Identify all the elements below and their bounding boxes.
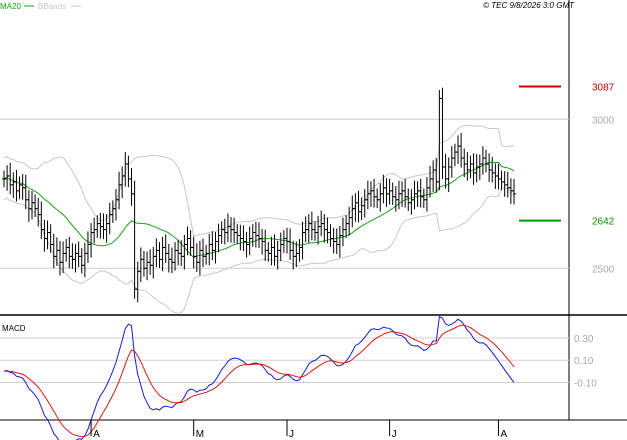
price-axis-ticks: 3000 2500 — [592, 115, 615, 275]
price-bars — [2, 87, 516, 303]
macd-axis-ticks: 0.30 0.10 -0.10 — [574, 334, 597, 389]
month-label: M — [196, 429, 204, 440]
bollinger-bands — [3, 124, 515, 314]
macd-title: MACD — [2, 324, 26, 333]
price-level-label: 2642 — [592, 217, 615, 228]
price-level-label: 3087 — [592, 83, 615, 94]
macd-tick-label: 0.30 — [574, 334, 594, 345]
legend-ma20: MA20 — [0, 2, 21, 11]
macd-gridlines — [0, 337, 569, 383]
price-levels: 3087 2642 — [519, 83, 615, 228]
month-label: J — [289, 429, 294, 440]
macd-lines — [3, 315, 515, 440]
price-gridlines — [0, 118, 569, 269]
month-label: J — [392, 429, 397, 440]
macd-tick-label: -0.10 — [574, 378, 597, 389]
price-tick-label: 3000 — [592, 115, 615, 126]
price-bar — [512, 178, 516, 205]
legend-bbands: BBands — [38, 2, 66, 11]
month-label: A — [500, 429, 507, 440]
month-label: A — [93, 429, 100, 440]
macd-signal-line — [3, 324, 515, 438]
copyright-text: © TEC 9/8/2026 3:0 GMT — [483, 1, 575, 10]
bband-upper — [3, 124, 514, 237]
macd-tick-label: 0.10 — [574, 356, 594, 367]
bband-lower — [3, 186, 515, 314]
price-tick-label: 2500 — [592, 264, 615, 275]
